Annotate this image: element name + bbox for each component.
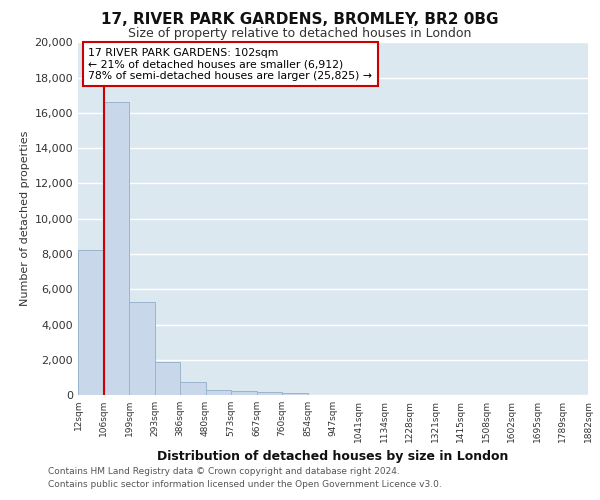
Text: Contains public sector information licensed under the Open Government Licence v3: Contains public sector information licen… bbox=[48, 480, 442, 489]
Bar bbox=[129, 302, 155, 395]
Bar bbox=[205, 390, 231, 395]
Bar bbox=[231, 392, 257, 395]
Text: Size of property relative to detached houses in London: Size of property relative to detached ho… bbox=[128, 28, 472, 40]
Y-axis label: Number of detached properties: Number of detached properties bbox=[20, 131, 31, 306]
Bar bbox=[104, 102, 129, 395]
Text: 17 RIVER PARK GARDENS: 102sqm
← 21% of detached houses are smaller (6,912)
78% o: 17 RIVER PARK GARDENS: 102sqm ← 21% of d… bbox=[88, 48, 372, 81]
Bar bbox=[155, 362, 180, 395]
Bar bbox=[180, 382, 205, 395]
Bar bbox=[257, 392, 282, 395]
Bar bbox=[282, 392, 308, 395]
Text: 17, RIVER PARK GARDENS, BROMLEY, BR2 0BG: 17, RIVER PARK GARDENS, BROMLEY, BR2 0BG bbox=[101, 12, 499, 28]
Text: Contains HM Land Registry data © Crown copyright and database right 2024.: Contains HM Land Registry data © Crown c… bbox=[48, 467, 400, 476]
Bar bbox=[78, 250, 104, 395]
X-axis label: Distribution of detached houses by size in London: Distribution of detached houses by size … bbox=[157, 450, 509, 464]
